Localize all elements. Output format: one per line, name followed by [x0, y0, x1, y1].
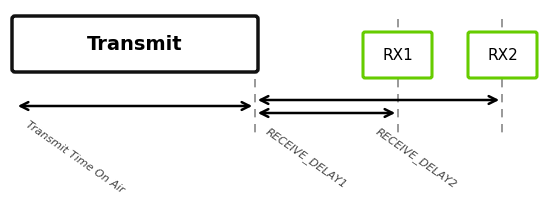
Text: Transmit Time On Air: Transmit Time On Air — [24, 119, 126, 195]
Text: RECEIVE_DELAY2: RECEIVE_DELAY2 — [374, 126, 459, 190]
Text: RX2: RX2 — [487, 47, 518, 62]
Text: Transmit: Transmit — [87, 34, 183, 54]
Text: RECEIVE_DELAY1: RECEIVE_DELAY1 — [264, 126, 349, 190]
Text: RX1: RX1 — [382, 47, 413, 62]
FancyBboxPatch shape — [468, 32, 537, 78]
FancyBboxPatch shape — [12, 16, 258, 72]
FancyBboxPatch shape — [363, 32, 432, 78]
